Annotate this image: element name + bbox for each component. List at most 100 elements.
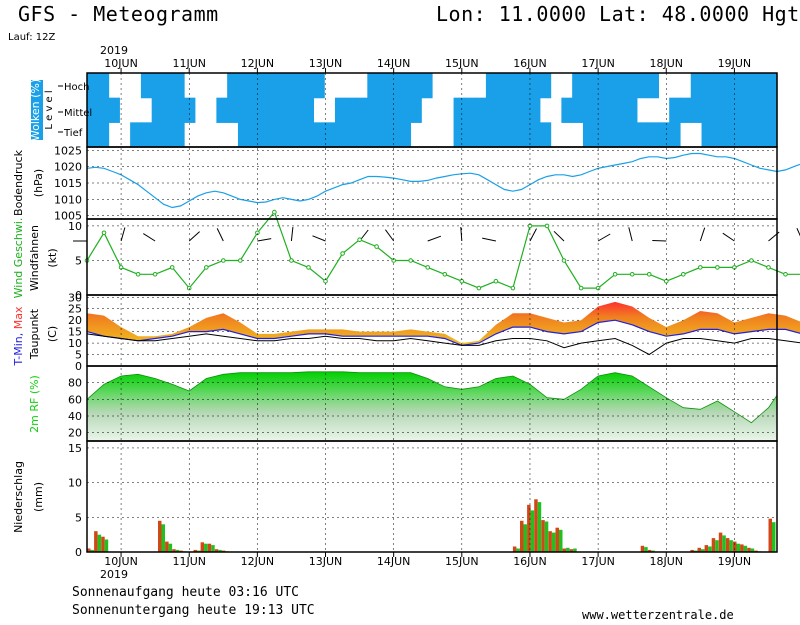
website-credit[interactable]: www.wetterzentrale.de <box>582 608 734 622</box>
cloud-cell-low <box>399 122 412 148</box>
cloud-cell-high <box>97 73 110 99</box>
cloud-cell-high <box>572 73 584 99</box>
day-label-bottom: 11JUN <box>172 555 206 568</box>
cloud-cell-high <box>367 73 379 99</box>
cloud-cell-mid <box>281 97 293 123</box>
cloud-cell-low <box>712 122 724 148</box>
precip-bar-convective <box>562 548 567 552</box>
rh-tick-label: 60 <box>68 393 82 406</box>
pressure-tick-label: 1015 <box>54 177 82 190</box>
wind-barb <box>216 228 224 242</box>
precip-bar-convective <box>704 545 709 552</box>
cloud-level-label: Tief <box>63 128 83 139</box>
cloud-cell-mid <box>690 97 703 123</box>
cloud-cell-high <box>151 73 164 99</box>
cloud-cell-high <box>582 73 595 99</box>
cloud-cell-high <box>421 73 433 99</box>
cloud-cell-high <box>237 73 250 99</box>
cloud-cell-high <box>766 73 778 99</box>
cloud-cell-high <box>410 73 422 99</box>
wind-barb <box>529 228 537 242</box>
rh-tick-label: 80 <box>68 377 82 390</box>
cloud-cell-low <box>302 122 315 148</box>
precip-bar-largescale <box>750 548 755 552</box>
precip-bar-convective <box>193 549 197 552</box>
cloud-cell-high <box>162 73 174 99</box>
wind-speed-point <box>425 265 431 270</box>
cloud-cell-mid <box>733 97 746 123</box>
precip-bar-convective <box>725 538 730 552</box>
cloud-cell-low <box>270 122 282 148</box>
cloud-cell-low <box>130 122 142 148</box>
humidity-panel <box>86 371 778 442</box>
cloud-cell-mid <box>87 97 99 123</box>
cloud-cell-mid <box>723 97 735 123</box>
cloud-cell-mid <box>582 97 595 123</box>
cloud-cell-high <box>733 73 746 99</box>
cloud-cell-low <box>334 122 347 148</box>
pressure-panel <box>86 150 800 216</box>
wind-speed-point <box>135 272 141 277</box>
model-run-label: Lauf: 12Z <box>8 32 56 43</box>
wind-speed-point <box>152 272 158 277</box>
day-label-bottom: 13JUN <box>309 555 343 568</box>
cloud-cell-mid <box>507 97 519 123</box>
wind-speed-point <box>646 272 652 277</box>
cloud-cell-low <box>582 122 595 148</box>
cloud-cell-low <box>496 122 509 148</box>
precip-bar-convective <box>711 538 716 552</box>
pressure-line <box>86 152 800 209</box>
cloud-cell-low <box>647 122 660 148</box>
wind-barb <box>384 229 395 242</box>
day-label-top: 18JUN <box>649 57 683 70</box>
precip-bar-largescale <box>97 534 102 552</box>
wind-speed-point <box>476 285 482 291</box>
precip-bar-convective <box>94 531 98 552</box>
cloud-cell-mid <box>227 97 239 123</box>
cloud-cell-high <box>723 73 735 99</box>
wind-speed-point <box>272 209 277 215</box>
cloud-cell-low <box>291 122 304 148</box>
cloud-level-word: L e v e l <box>44 90 55 129</box>
cloud-cell-mid <box>701 97 713 123</box>
temp-min-line <box>86 319 800 347</box>
sunrise-text: Sonnenaufgang heute 03:16 UTC <box>72 585 299 600</box>
cloud-cell-low <box>388 122 401 148</box>
precip-bar-largescale <box>722 535 726 552</box>
cloud-cell-low <box>636 122 649 148</box>
temp-tick-label: 0 <box>75 360 82 373</box>
wind-speed-axis-label: Wind Geschwi. <box>12 218 25 299</box>
precip-bar-largescale <box>729 540 733 552</box>
rh-tick-label: 40 <box>68 410 82 423</box>
cloud-cell-mid <box>151 97 164 123</box>
precip-bar-convective <box>200 542 205 552</box>
cloud-cell-mid <box>518 97 530 123</box>
cloud-cell-mid <box>334 97 347 123</box>
cloud-cell-high <box>496 73 509 99</box>
precip-bar-largescale <box>168 543 173 552</box>
precip-bar-largescale <box>90 549 94 552</box>
cloud-cell-low <box>604 122 616 148</box>
cloud-cell-low <box>593 122 606 148</box>
cloud-cell-mid <box>248 97 261 123</box>
cloud-cell-mid <box>302 97 315 123</box>
temp-tick-label: 5 <box>75 349 82 362</box>
cloud-cell-high <box>399 73 412 99</box>
wind-speed-point <box>169 265 175 270</box>
cloud-cell-mid <box>496 97 509 123</box>
cloud-cell-mid <box>345 97 358 123</box>
cloud-cell-mid <box>173 97 185 123</box>
year-label-bottom: 2019 <box>100 568 128 581</box>
precip-bar-largescale <box>537 502 542 552</box>
wind-speed-point <box>238 258 243 263</box>
wind-speed-point <box>442 272 448 277</box>
wind-speed-point <box>561 258 567 263</box>
precip-bar-convective <box>541 520 545 552</box>
cloud-cell-mid <box>162 97 174 123</box>
cloud-cell-mid <box>593 97 606 123</box>
precip-tick-label: 5 <box>75 511 82 524</box>
cloud-cell-mid <box>97 97 110 123</box>
cloud-cell-low <box>313 122 325 148</box>
pressure-axis-label: Bodendruck <box>12 149 25 216</box>
